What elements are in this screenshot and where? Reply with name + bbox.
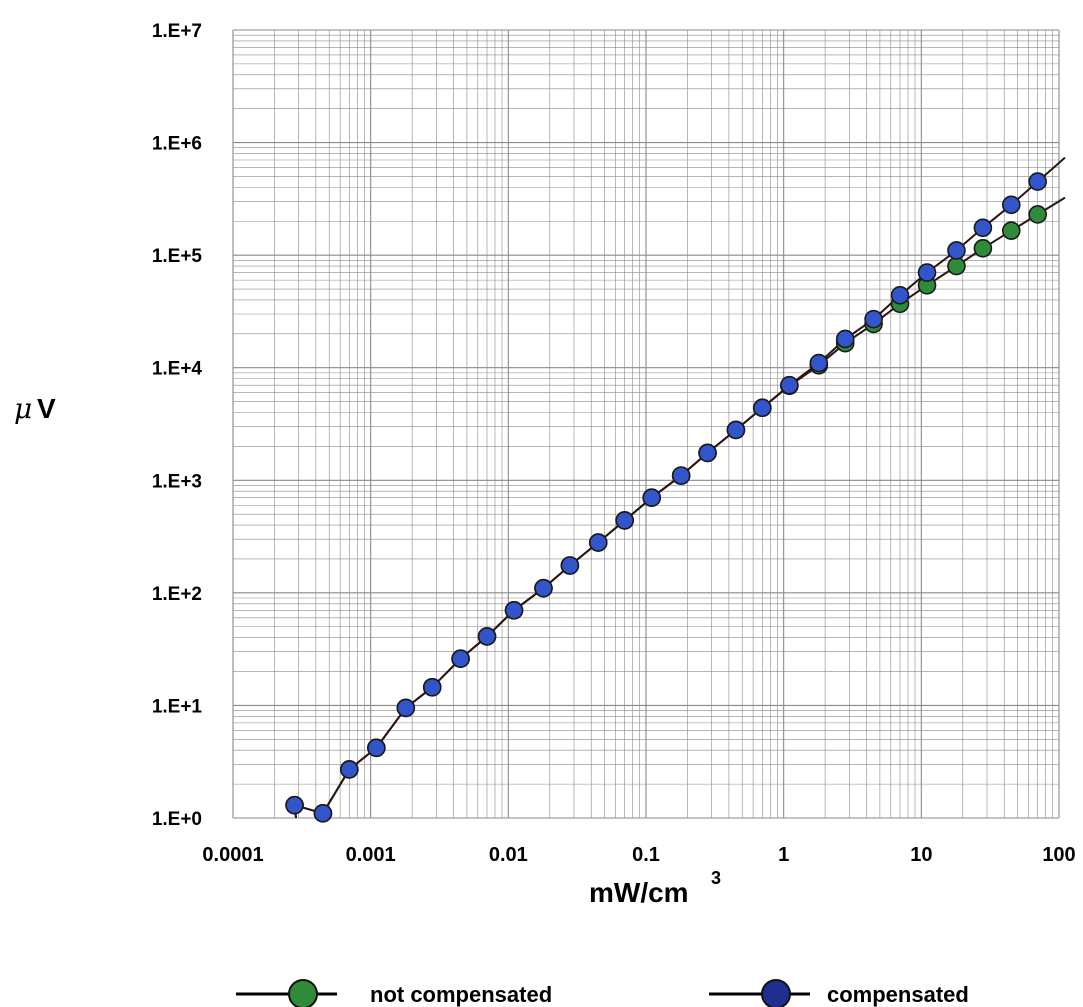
data-point-compensated (588, 533, 608, 552)
legend-item-compensated: compensated (709, 979, 969, 1007)
y-tick-labels: 1.E+0 1.E+1 1.E+2 1.E+3 1.E+4 1.E+5 1.E+6 1.E+7 (152, 21, 203, 830)
data-point-not-compensated (973, 239, 993, 258)
grid (232, 29, 1060, 819)
x-tick-label: 0.01 (489, 844, 528, 866)
data-point-compensated (1001, 195, 1021, 215)
data-point-compensated (340, 760, 359, 779)
y-tick-label: 1.E+5 (152, 246, 203, 267)
data-point-compensated (477, 627, 497, 646)
legend-marker-compensated (761, 979, 791, 1007)
data-point-compensated (671, 466, 691, 485)
data-point-compensated (615, 511, 634, 530)
data-point-compensated (780, 375, 799, 395)
y-tick-label: 1.E+3 (152, 471, 202, 492)
y-axis-label-mu: μ (14, 392, 32, 425)
legend: not compensated compensated (236, 979, 969, 1007)
data-point-compensated (698, 443, 717, 463)
data-point-compensated (809, 353, 829, 373)
data-point-compensated (864, 309, 883, 329)
legend-marker-not-compensated (288, 979, 318, 1007)
data-point-compensated (642, 488, 661, 508)
data-point-compensated (285, 795, 304, 815)
data-point-compensated (890, 285, 910, 305)
x-tick-label: 1 (778, 844, 789, 866)
x-axis-label-superscript: 3 (711, 868, 721, 888)
data-point-compensated (917, 263, 937, 282)
data-point-compensated (396, 698, 416, 718)
x-tick-label: 10 (910, 844, 932, 866)
x-axis-label: mW/cm (589, 877, 689, 908)
x-tick-label: 0.1 (632, 844, 660, 866)
data-point-compensated (947, 241, 966, 260)
data-point-compensated (753, 398, 772, 418)
data-point-not-compensated (947, 256, 966, 276)
y-tick-label: 1.E+1 (152, 696, 203, 717)
data-point-compensated (560, 556, 580, 575)
y-tick-label: 1.E+6 (152, 134, 202, 155)
y-axis-label-unit: V (37, 393, 56, 424)
data-point-compensated (504, 600, 524, 620)
data-point-compensated (973, 218, 993, 238)
y-tick-label: 1.E+7 (152, 21, 202, 42)
data-point-not-compensated (1028, 205, 1047, 224)
y-tick-label: 1.E+2 (152, 584, 202, 605)
data-point-compensated (534, 578, 553, 598)
legend-label-not-compensated: not compensated (370, 982, 552, 1007)
series-group (285, 156, 1066, 823)
legend-label-compensated: compensated (827, 982, 969, 1007)
x-tick-labels: 0.0001 0.001 0.01 0.1 1 10 100 (202, 844, 1075, 866)
data-point-compensated (367, 738, 386, 758)
data-point-compensated (313, 804, 333, 823)
data-point-compensated (1028, 172, 1047, 191)
y-tick-label: 1.E+4 (152, 359, 203, 380)
data-point-compensated (422, 677, 442, 697)
data-point-compensated (451, 649, 470, 669)
y-tick-label: 1.E+0 (152, 809, 202, 830)
data-point-compensated (726, 420, 746, 440)
data-point-not-compensated (1001, 221, 1021, 240)
x-tick-label: 0.001 (346, 844, 396, 866)
legend-item-not-compensated: not compensated (236, 979, 552, 1007)
data-point-compensated (835, 329, 855, 349)
x-tick-label: 100 (1042, 844, 1075, 866)
x-tick-label: 0.0001 (202, 844, 263, 866)
